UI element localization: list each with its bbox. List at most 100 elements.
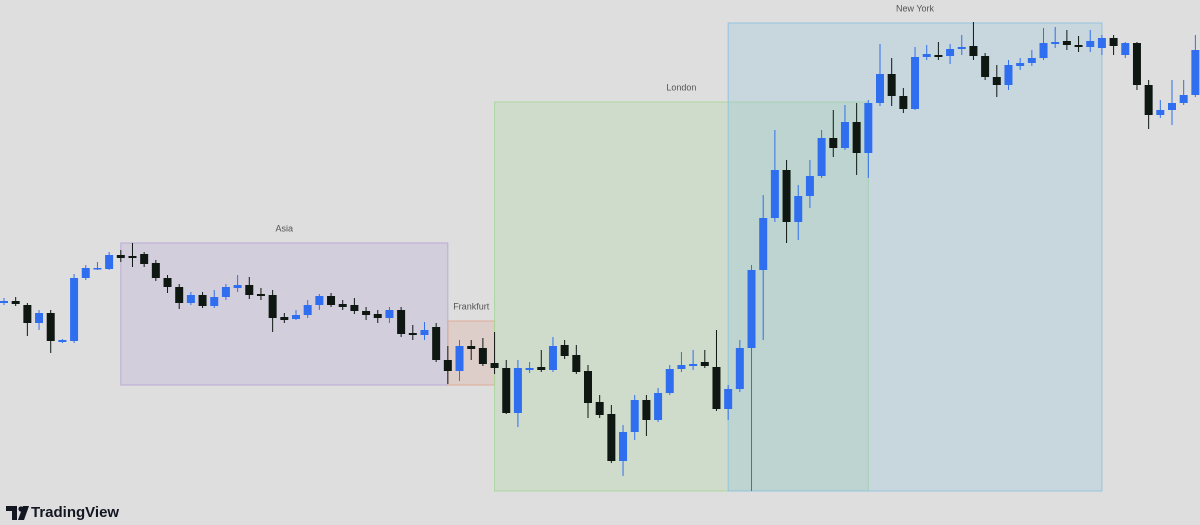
candle-body bbox=[1109, 38, 1118, 46]
candle-body bbox=[548, 346, 557, 370]
candle-body bbox=[467, 346, 476, 349]
candle-body bbox=[1027, 58, 1036, 63]
candle-body bbox=[1191, 50, 1200, 95]
candle-body bbox=[595, 402, 604, 415]
candle-body bbox=[23, 305, 32, 323]
candle-body bbox=[1074, 45, 1083, 47]
candle-body bbox=[1144, 85, 1153, 115]
candle-body bbox=[747, 270, 756, 348]
session-label: London bbox=[666, 82, 696, 92]
candle-body bbox=[794, 196, 803, 222]
candle-body bbox=[630, 400, 639, 432]
candle-body bbox=[642, 400, 651, 420]
candle-body bbox=[46, 313, 55, 341]
candle-body bbox=[292, 315, 300, 319]
candle-body bbox=[105, 255, 114, 269]
candle-body bbox=[735, 348, 744, 389]
candle-body bbox=[782, 170, 791, 222]
candle-body bbox=[128, 256, 137, 258]
candle-body bbox=[210, 297, 219, 306]
candle-body bbox=[478, 348, 487, 364]
candle-body bbox=[362, 311, 371, 315]
candle-body bbox=[992, 77, 1001, 85]
candle-body bbox=[689, 364, 698, 366]
candle-body bbox=[969, 46, 978, 56]
candle-body bbox=[607, 414, 616, 461]
candle-body bbox=[175, 287, 184, 303]
candle-body bbox=[887, 74, 896, 96]
session-label: Asia bbox=[276, 223, 294, 233]
candle-body bbox=[163, 278, 172, 287]
candle-body bbox=[455, 346, 464, 371]
candle-body bbox=[11, 301, 20, 304]
candle-body bbox=[525, 368, 534, 370]
candle-body bbox=[221, 287, 230, 297]
candle-body bbox=[513, 368, 522, 413]
candle-body bbox=[654, 393, 663, 420]
candle-body bbox=[677, 365, 686, 369]
candle-body bbox=[899, 96, 908, 109]
candle-body bbox=[537, 367, 546, 370]
candle-body bbox=[805, 176, 814, 196]
session-label: Frankfurt bbox=[453, 301, 490, 311]
candle-body bbox=[502, 368, 511, 413]
candle-body bbox=[829, 138, 838, 148]
candle-body bbox=[1121, 43, 1130, 55]
candle-body bbox=[864, 103, 873, 153]
candle-body bbox=[981, 56, 990, 77]
candle-body bbox=[1086, 41, 1095, 47]
candle-body bbox=[560, 345, 569, 356]
candle-body bbox=[315, 296, 324, 305]
candle-body bbox=[572, 355, 581, 372]
candle-body bbox=[408, 333, 417, 335]
logo-dot bbox=[18, 506, 24, 512]
candle-body bbox=[140, 254, 149, 264]
candle-body bbox=[1062, 41, 1071, 45]
candle-body bbox=[268, 295, 277, 318]
candle-body bbox=[1039, 43, 1048, 58]
candle-body bbox=[770, 170, 779, 218]
candle-body bbox=[1051, 42, 1060, 44]
candle-body bbox=[724, 389, 733, 409]
candle-body bbox=[420, 330, 429, 335]
candle-body bbox=[58, 340, 67, 342]
session-box bbox=[494, 101, 869, 492]
candle-body bbox=[1132, 43, 1141, 85]
candle-body bbox=[151, 263, 160, 278]
candle-body bbox=[373, 314, 382, 318]
candle-body bbox=[1168, 103, 1176, 110]
candle-body bbox=[934, 55, 943, 57]
candle-body bbox=[0, 301, 8, 303]
watermark: TradingView bbox=[6, 504, 119, 521]
candle-body bbox=[1097, 38, 1106, 48]
candle-body bbox=[186, 295, 195, 303]
candle-body bbox=[397, 310, 406, 334]
candle-body bbox=[245, 285, 254, 295]
logo-icon bbox=[6, 506, 29, 520]
candle-body bbox=[233, 285, 242, 288]
candle-body bbox=[759, 218, 768, 270]
candle-body bbox=[490, 363, 499, 368]
candle-body bbox=[198, 295, 207, 306]
candle-body bbox=[946, 49, 955, 56]
candle-body bbox=[350, 305, 359, 311]
candle-body bbox=[327, 296, 336, 305]
watermark-text: TradingView bbox=[31, 504, 119, 521]
candle-body bbox=[840, 122, 849, 148]
candle-body bbox=[280, 317, 289, 320]
candle-body bbox=[957, 47, 966, 49]
candle-body bbox=[303, 305, 312, 315]
candle-body bbox=[256, 294, 265, 296]
candle-body bbox=[116, 255, 125, 258]
candle-body bbox=[1179, 95, 1188, 103]
candle-body bbox=[852, 122, 861, 153]
candle-body bbox=[1004, 65, 1013, 85]
candles bbox=[0, 22, 1200, 491]
sessions: Asia Frankfurt London New York bbox=[120, 3, 1103, 492]
candle-body bbox=[432, 327, 441, 360]
session-label: New York bbox=[896, 3, 935, 13]
candle-body bbox=[1156, 110, 1165, 115]
candle-body bbox=[385, 310, 394, 318]
candle-body bbox=[35, 313, 44, 323]
